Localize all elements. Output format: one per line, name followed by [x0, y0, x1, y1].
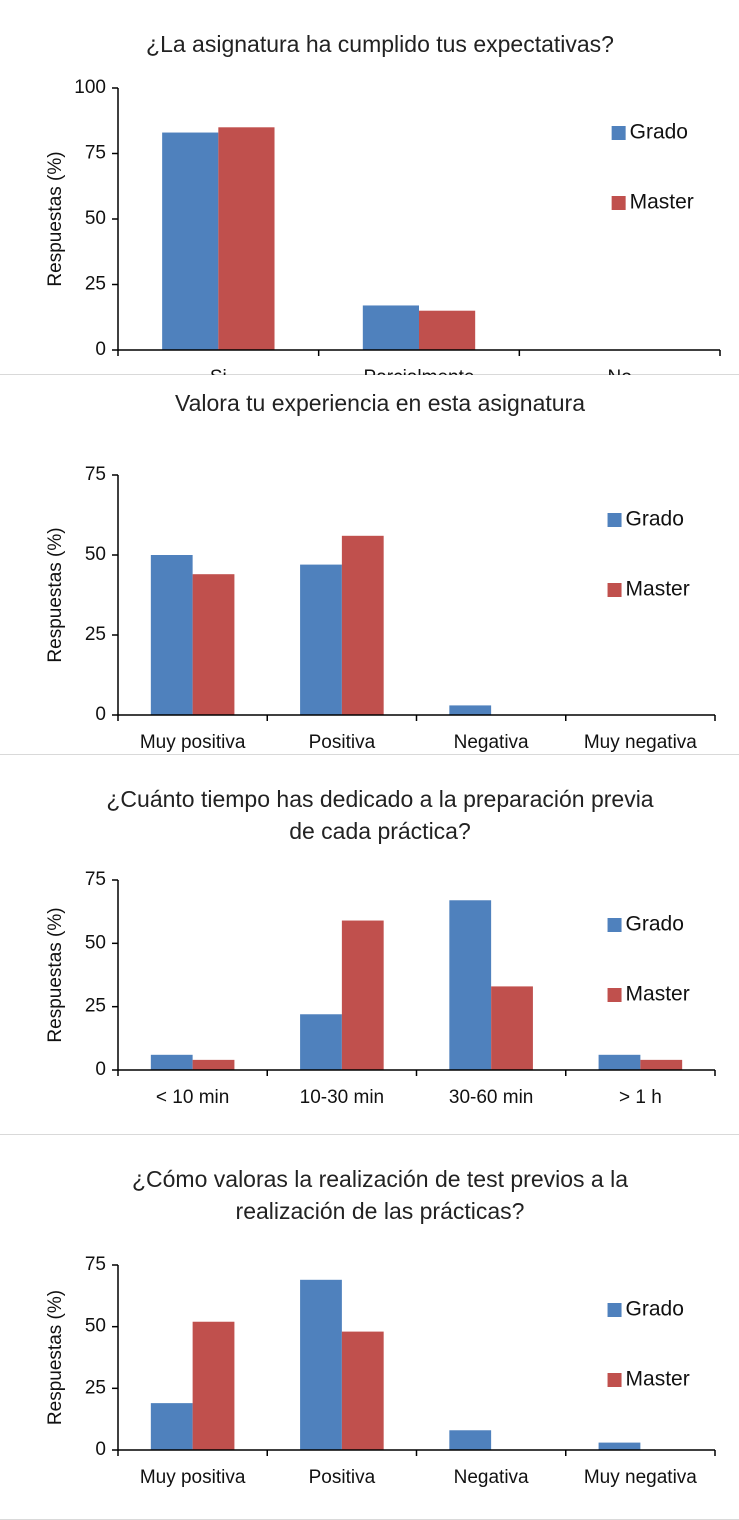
bar [362, 305, 419, 350]
legend-swatch [607, 918, 622, 932]
chart-panel: Valora tu experiencia en esta asignatura… [0, 375, 739, 755]
x-tick-label: No [608, 367, 632, 375]
bar [341, 1331, 384, 1450]
chart: 0 25 50 75 Respuestas (%) Muy positiva Positiv… [45, 1254, 716, 1488]
bar [341, 535, 384, 715]
x-tick-label: Muy positiva [140, 1467, 246, 1488]
x-tick-label: Si [210, 367, 227, 375]
legend-label: Master [626, 578, 690, 601]
legend-swatch [607, 583, 622, 597]
y-tick-label: 0 [95, 1059, 106, 1080]
x-tick-label: Positiva [309, 732, 376, 753]
chart-panel: ¿Cómo valoras la realización de test pre… [0, 1135, 739, 1520]
chart-title: ¿Cuánto tiempo has dedicado a la prepara… [106, 786, 654, 844]
legend-swatch [607, 988, 622, 1002]
legend-label: Grado [626, 913, 684, 936]
x-tick-label: Negativa [454, 732, 529, 753]
x-tick-label: Parcialmente [364, 367, 475, 375]
bar [419, 310, 476, 350]
x-tick-label: Muy negativa [584, 1467, 697, 1488]
legend-swatch [607, 1303, 622, 1317]
chart: 0 25 50 75 Respuestas (%) Muy positiva Positiv… [45, 464, 716, 753]
legend-label: Grado [626, 1298, 684, 1321]
chart: 0 25 50 75 Respuestas (%) < 10 min 10-30 min 30… [45, 869, 716, 1108]
legend-label: Master [630, 191, 694, 214]
x-tick-label: Positiva [309, 1467, 376, 1488]
chart-title: ¿Cómo valoras la realización de test pre… [131, 1166, 628, 1224]
y-tick-label: 0 [95, 339, 106, 360]
x-tick-label: 30-60 min [449, 1087, 534, 1108]
bar [341, 920, 384, 1070]
y-tick-label: 75 [85, 464, 106, 485]
y-tick-label: 75 [85, 869, 106, 890]
bar [449, 1430, 492, 1450]
y-tick-label: 50 [85, 208, 106, 229]
chart-title: Valora tu experiencia en esta asignatura [174, 390, 585, 416]
y-axis-label: Respuestas (%) [45, 1290, 66, 1425]
bar [300, 1014, 342, 1070]
legend-swatch [607, 1373, 622, 1387]
bar [300, 1279, 342, 1450]
bar [491, 986, 533, 1070]
x-tick-label: > 1 h [619, 1087, 662, 1108]
legend-swatch [607, 513, 622, 527]
y-tick-label: 25 [85, 1377, 106, 1398]
bar [300, 564, 342, 715]
legend-label: Master [626, 1368, 690, 1391]
y-tick-label: 0 [95, 1439, 106, 1460]
bar [162, 132, 219, 350]
y-tick-label: 25 [85, 624, 106, 645]
bar [150, 1054, 193, 1070]
x-tick-label: Negativa [454, 1467, 529, 1488]
bar [598, 1442, 641, 1450]
legend-label: Grado [626, 508, 684, 531]
y-tick-label: 50 [85, 544, 106, 565]
bar [218, 127, 275, 350]
y-tick-label: 25 [85, 274, 106, 295]
x-tick-label: < 10 min [156, 1087, 229, 1108]
bar [150, 555, 193, 715]
y-tick-label: 50 [85, 1316, 106, 1337]
y-tick-label: 50 [85, 932, 106, 953]
y-tick-label: 100 [74, 77, 106, 98]
bar [192, 1059, 235, 1070]
bar [598, 1054, 641, 1070]
bar [449, 900, 492, 1070]
bar [192, 574, 235, 715]
y-tick-label: 75 [85, 1254, 106, 1275]
chart-panel: ¿La asignatura ha cumplido tus expectati… [0, 0, 739, 375]
legend-label: Grado [630, 121, 688, 144]
y-tick-label: 25 [85, 996, 106, 1017]
legend-label: Master [626, 983, 690, 1006]
legend-swatch [611, 126, 626, 140]
y-axis-label: Respuestas (%) [45, 527, 66, 662]
chart-title: ¿La asignatura ha cumplido tus expectati… [146, 31, 614, 57]
x-tick-label: 10-30 min [300, 1087, 385, 1108]
chart-panel: ¿Cuánto tiempo has dedicado a la prepara… [0, 755, 739, 1135]
x-tick-label: Muy positiva [140, 732, 246, 753]
y-tick-label: 0 [95, 704, 106, 725]
x-tick-label: Muy negativa [584, 732, 697, 753]
chart: 0 25 50 75 100 Respuestas (%) Si Parcialmente No… [45, 77, 721, 375]
y-axis-label: Respuestas (%) [45, 151, 66, 286]
bar [150, 1403, 193, 1450]
y-axis-label: Respuestas (%) [45, 907, 66, 1042]
y-tick-label: 75 [85, 143, 106, 164]
bar [449, 705, 492, 715]
bar [192, 1321, 235, 1450]
legend-swatch [611, 196, 626, 210]
bar [640, 1059, 683, 1070]
